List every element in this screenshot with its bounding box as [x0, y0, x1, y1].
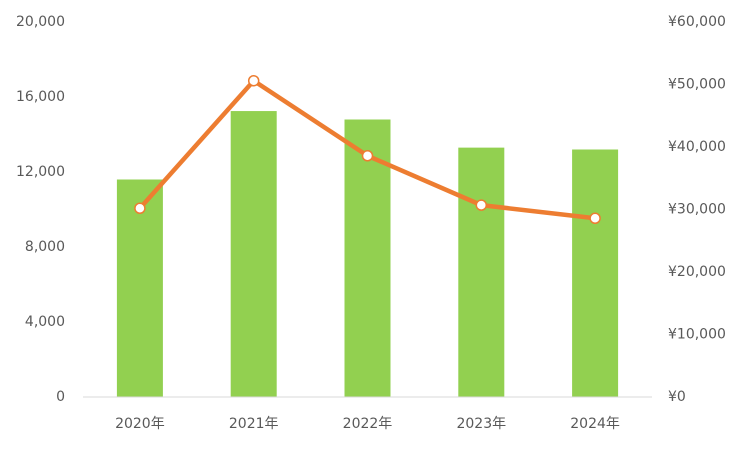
line-marker	[247, 75, 260, 87]
bar	[230, 111, 277, 397]
bar	[116, 179, 163, 397]
x-tick-label: 2024年	[570, 416, 620, 432]
y2-tick-label: ¥60,000	[668, 14, 726, 30]
y-tick-label: 20,000	[16, 14, 65, 30]
bar	[344, 119, 391, 397]
line-marker	[475, 199, 488, 211]
x-tick-label: 2020年	[115, 416, 165, 432]
x-tick-label: 2021年	[229, 416, 279, 432]
y2-tick-label: ¥10,000	[668, 327, 726, 343]
y2-tick-label: ¥40,000	[668, 139, 726, 155]
y2-tick-label: ¥20,000	[668, 264, 726, 280]
x-tick-label: 2023年	[456, 416, 506, 432]
y-tick-label: 0	[56, 389, 65, 405]
x-tick-label: 2022年	[343, 416, 393, 432]
y-tick-label: 16,000	[16, 89, 65, 105]
line-marker	[134, 202, 146, 214]
y2-tick-label: ¥30,000	[668, 202, 726, 218]
y-tick-label: 4,000	[25, 314, 65, 330]
bar	[458, 147, 505, 397]
y-tick-label: 8,000	[25, 239, 65, 255]
bar	[572, 149, 619, 397]
y2-tick-label: ¥0	[668, 389, 686, 405]
line-marker	[361, 150, 374, 162]
line-marker	[589, 212, 601, 224]
y2-tick-label: ¥50,000	[668, 77, 726, 93]
y-tick-label: 12,000	[16, 164, 65, 180]
